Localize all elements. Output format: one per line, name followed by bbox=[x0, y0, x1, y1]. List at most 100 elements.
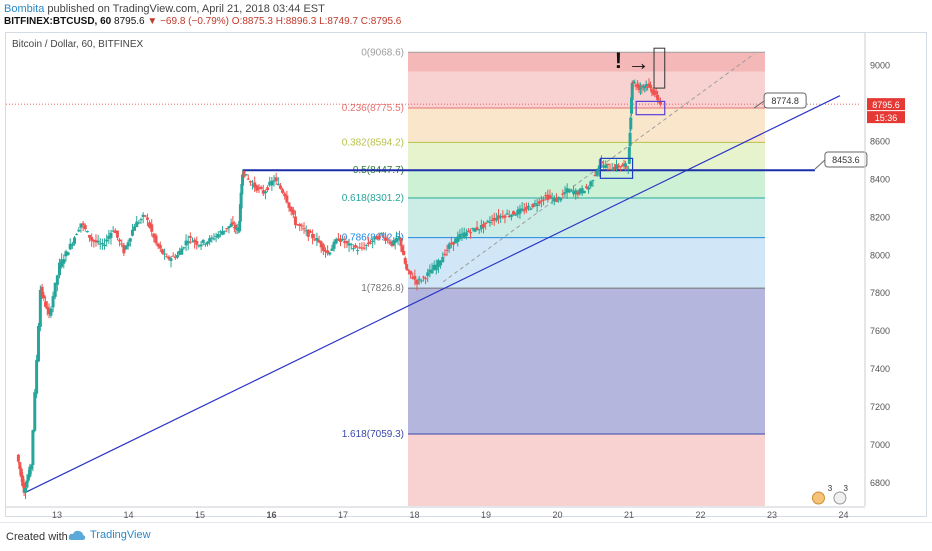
callout-8453-box[interactable] bbox=[824, 151, 868, 168]
candle-body bbox=[460, 233, 464, 235]
target-box[interactable] bbox=[653, 47, 666, 89]
candle-body bbox=[336, 238, 340, 241]
candle-body bbox=[16, 454, 20, 462]
candle-body bbox=[505, 213, 509, 215]
candle-body bbox=[395, 237, 399, 242]
candle-body bbox=[369, 242, 373, 244]
candle-body bbox=[604, 164, 608, 169]
fib-level-label: 0.618(8301.2) bbox=[342, 193, 404, 204]
candle-body bbox=[109, 232, 113, 239]
callout-8774-box[interactable] bbox=[763, 92, 807, 109]
candle-body bbox=[441, 256, 445, 263]
candle-body bbox=[599, 161, 603, 164]
candle-body bbox=[627, 147, 631, 164]
candle-body bbox=[182, 247, 186, 249]
retest-box[interactable] bbox=[635, 100, 666, 116]
candle-body bbox=[51, 296, 55, 308]
candle-body bbox=[225, 228, 229, 230]
fib-level-label: 1.618(7059.3) bbox=[342, 429, 404, 440]
time-axis-tick: 20 bbox=[552, 510, 562, 520]
candle-body bbox=[648, 84, 652, 89]
fib-zone bbox=[408, 52, 765, 108]
candle-body bbox=[276, 183, 280, 185]
time-axis-tick: 17 bbox=[338, 510, 348, 520]
candle-body bbox=[397, 236, 401, 239]
candle-body bbox=[152, 233, 156, 238]
candle-body bbox=[216, 233, 220, 238]
candle-body bbox=[625, 166, 629, 168]
candle-body bbox=[70, 243, 74, 246]
candle-body bbox=[302, 228, 306, 230]
cloud-icon bbox=[68, 530, 86, 540]
candle-body bbox=[612, 167, 616, 170]
event-flag-icon[interactable] bbox=[811, 491, 825, 505]
candle-body bbox=[287, 202, 291, 208]
fib-level-label: 0.382(8594.2) bbox=[342, 137, 404, 148]
candle-body bbox=[73, 237, 77, 244]
candle-body bbox=[466, 230, 470, 232]
tradingview-logo[interactable]: TradingView bbox=[68, 529, 151, 541]
candle-body bbox=[180, 248, 184, 255]
candle-body bbox=[167, 256, 171, 260]
candle-body bbox=[62, 259, 66, 264]
price-axis-tick: 7200 bbox=[870, 402, 890, 412]
fib-zone bbox=[408, 142, 765, 171]
candle-body bbox=[238, 221, 242, 232]
candle-body bbox=[492, 217, 496, 221]
candle-body bbox=[597, 165, 601, 171]
fib-level-label: 0.236(8775.5) bbox=[342, 103, 404, 114]
candle-body bbox=[100, 242, 104, 245]
candle-body bbox=[589, 181, 593, 187]
candle-body bbox=[66, 252, 70, 256]
fib-zone bbox=[408, 237, 765, 289]
candle-body bbox=[206, 241, 210, 244]
candle-body bbox=[248, 181, 252, 183]
candle-body bbox=[384, 237, 388, 241]
candle-body bbox=[449, 242, 453, 245]
candle-body bbox=[24, 488, 28, 493]
candle-body bbox=[535, 204, 539, 207]
candle-body bbox=[646, 86, 650, 88]
candle-body bbox=[81, 223, 85, 226]
candle-body bbox=[257, 187, 261, 189]
candle-body bbox=[644, 84, 648, 86]
time-axis-tick: 18 bbox=[409, 510, 419, 520]
countdown-tag bbox=[867, 111, 905, 124]
candle-body bbox=[424, 278, 428, 280]
consolidation-box[interactable] bbox=[599, 157, 634, 179]
candle-body bbox=[332, 241, 336, 249]
candle-body bbox=[479, 225, 483, 229]
candle-body bbox=[542, 199, 546, 201]
candle-body bbox=[184, 240, 188, 246]
time-axis-tick: 15 bbox=[195, 510, 205, 520]
candle-body bbox=[587, 187, 591, 190]
candle-body bbox=[235, 227, 239, 231]
candle-body bbox=[426, 272, 430, 276]
candle-body bbox=[223, 230, 227, 232]
down-arrow-icon: ▼ bbox=[147, 16, 158, 27]
candle-body bbox=[606, 163, 610, 166]
candle-body bbox=[638, 87, 642, 89]
last-price-tag-label: 8795.6 bbox=[872, 100, 900, 110]
fib-zone bbox=[408, 107, 765, 143]
candle-body bbox=[285, 195, 289, 203]
candle-body bbox=[60, 259, 64, 267]
candle-body bbox=[308, 231, 312, 233]
candle-body bbox=[158, 245, 162, 249]
trend-line[interactable] bbox=[24, 95, 841, 494]
candle-body bbox=[464, 232, 468, 236]
candle-body bbox=[118, 239, 122, 242]
fib-zone-top bbox=[408, 52, 765, 72]
event-flag-icon[interactable] bbox=[833, 491, 847, 505]
price-chart[interactable]: 0(9068.6)0.236(8775.5)0.382(8594.2)0.5(8… bbox=[0, 0, 932, 522]
candle-body bbox=[143, 215, 147, 217]
candle-body bbox=[169, 258, 173, 261]
candle-body bbox=[36, 325, 40, 362]
candle-body bbox=[156, 243, 160, 247]
author-link[interactable]: Bombita bbox=[4, 3, 45, 15]
price-axis-tick: 9000 bbox=[870, 60, 890, 70]
candle-body bbox=[208, 238, 212, 242]
price-axis-tick: 7400 bbox=[870, 364, 890, 374]
candle-body bbox=[268, 181, 272, 186]
candle-body bbox=[321, 244, 325, 251]
